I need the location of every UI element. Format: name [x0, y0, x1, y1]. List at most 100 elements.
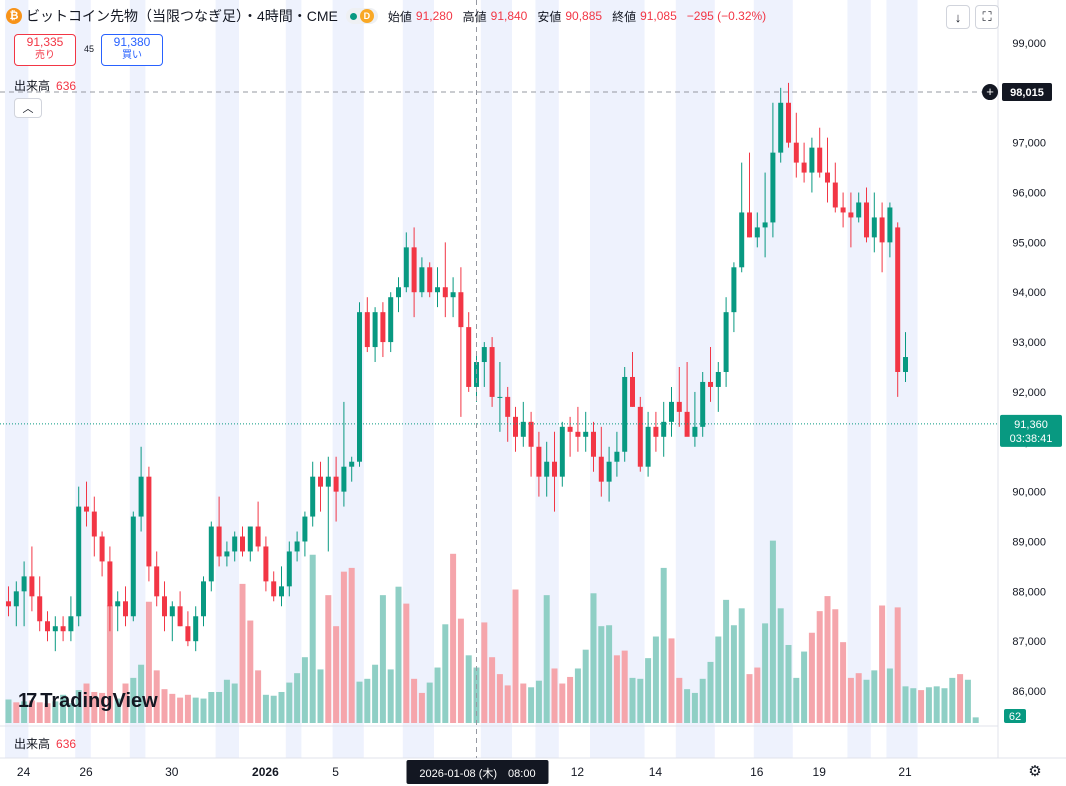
y-tick-label: 93,000 — [1012, 337, 1046, 349]
symbol-legend[interactable]: ₿ ビットコイン先物（当限つなぎ足）・4時間・CME D 始値 91,280 高… — [6, 4, 766, 28]
x-tick-label: 2026 — [252, 765, 279, 779]
candle-body — [302, 516, 308, 542]
candle-body — [396, 287, 401, 298]
collapse-legend-button[interactable]: ︿ — [14, 98, 42, 118]
volume-bar — [777, 608, 784, 723]
candle-body — [130, 516, 136, 617]
volume-bar — [36, 702, 43, 723]
fullscreen-button[interactable]: ⛶ — [975, 5, 999, 29]
market-status-pill[interactable]: D — [345, 8, 378, 24]
sell-button[interactable]: 91,335 売り — [14, 34, 76, 66]
volume-bar — [247, 620, 254, 723]
session-band — [886, 0, 918, 758]
low-value: 90,885 — [565, 9, 603, 23]
buy-button[interactable]: 91,380 買い — [101, 34, 163, 66]
volume-bar — [793, 677, 800, 723]
candle-body — [279, 586, 284, 597]
volume-bar — [13, 702, 20, 723]
candle-body — [99, 536, 105, 562]
candle-body — [653, 426, 659, 437]
volume-bar — [75, 690, 82, 723]
gear-icon: ⚙ — [1028, 763, 1042, 780]
candle-body — [341, 466, 347, 492]
candle-body — [661, 421, 667, 437]
high-label: 高値 — [462, 9, 487, 24]
volume-bar — [871, 670, 878, 723]
candle-body — [286, 551, 292, 587]
download-button[interactable]: ↓ — [946, 5, 970, 29]
symbol-title[interactable]: ビットコイン先物（当限つなぎ足）・4時間・CME — [26, 8, 338, 24]
session-band — [590, 0, 645, 758]
session-band — [215, 0, 239, 758]
y-tick-label: 94,000 — [1012, 287, 1046, 299]
candle-body — [45, 621, 50, 632]
candle-body — [84, 506, 89, 512]
volume-bar — [894, 607, 901, 723]
volume-bar — [44, 703, 51, 723]
candle-body — [676, 401, 682, 412]
sell-price: 91,335 — [26, 35, 64, 49]
candle-body — [294, 541, 300, 552]
volume-pane-legend[interactable]: 出来高 636 — [14, 735, 76, 752]
y-tick-label: 86,000 — [1012, 686, 1046, 698]
candle-body — [559, 426, 565, 477]
candle-body — [723, 312, 729, 372]
candle-body — [871, 217, 877, 238]
x-tick-label: 21 — [898, 765, 912, 779]
volume-bar — [879, 605, 886, 723]
candle-body — [591, 431, 596, 457]
volume-bar — [83, 683, 90, 723]
candle-body — [247, 526, 253, 552]
change-value: −295 (−0.32%) — [686, 9, 767, 23]
candle-body — [809, 147, 815, 173]
candle-body — [76, 506, 82, 617]
candle-body — [614, 451, 620, 462]
volume-bar — [957, 674, 964, 723]
volume-bar — [348, 567, 355, 723]
volume-bar — [184, 694, 191, 723]
volume-bar — [231, 683, 238, 723]
candle-body — [505, 396, 511, 417]
session-band — [285, 0, 302, 758]
candle-body — [232, 536, 238, 552]
candle-body — [154, 566, 160, 597]
candle-body — [895, 227, 901, 372]
candle-body — [115, 601, 121, 607]
volume-bar — [161, 689, 168, 723]
candle-body — [208, 526, 214, 582]
arrow-down-icon: ↓ — [954, 9, 962, 25]
crosshair-price-label: 98,015 — [1010, 87, 1044, 99]
volume-legend[interactable]: 出来高 636 — [14, 77, 76, 94]
candle-body — [107, 561, 113, 607]
volume-bar — [840, 642, 847, 723]
volume-bar — [762, 623, 769, 723]
volume-bar — [465, 655, 472, 723]
candle-body — [489, 347, 495, 397]
volume-bar — [738, 608, 745, 723]
candle-body — [427, 267, 433, 293]
chevron-up-icon: ︿ — [22, 103, 34, 115]
last-price-box — [1000, 414, 1062, 447]
high-value: 91,840 — [490, 9, 528, 23]
volume-bar — [379, 595, 386, 723]
volume-bar — [925, 687, 932, 723]
volume-bar — [364, 678, 371, 723]
candle-body — [793, 142, 799, 163]
volume-bar — [559, 683, 566, 723]
volume-bar — [239, 583, 246, 723]
volume-bar — [192, 697, 199, 723]
settings-button[interactable]: ⚙ — [1026, 763, 1044, 781]
tradingview-logo[interactable]: 17 TradingView — [18, 690, 158, 713]
candle-body — [840, 207, 846, 213]
volume-bar — [520, 683, 527, 723]
spread-value: 45 — [84, 44, 95, 54]
candle-body — [583, 431, 589, 437]
volume-bar — [52, 701, 59, 723]
volume-bar — [60, 694, 67, 723]
volume-pane-label: 出来高 — [14, 737, 51, 751]
candle-body — [419, 267, 425, 293]
candle-body — [848, 212, 854, 218]
volume-bar — [122, 683, 129, 723]
candle-body — [146, 476, 152, 567]
